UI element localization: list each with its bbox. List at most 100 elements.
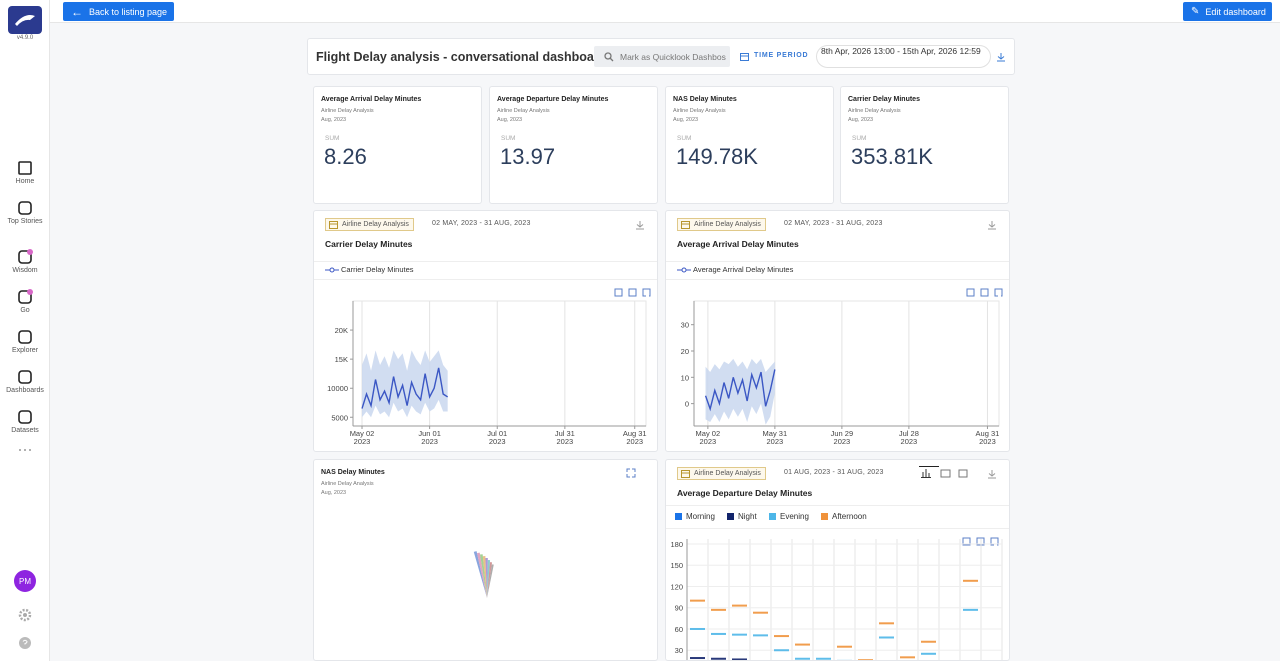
kpi-card: Average Arrival Delay Minutes Airline Del… xyxy=(313,86,482,204)
icon-shape xyxy=(626,468,636,478)
bar-mark xyxy=(879,636,894,639)
icon-shape xyxy=(988,221,996,230)
table-icon xyxy=(329,221,338,229)
bar-mark xyxy=(795,643,810,646)
kpi-card: Average Departure Delay Minutes Airline D… xyxy=(489,86,658,204)
bar-mark xyxy=(837,645,852,648)
x-tick-label: Aug 31 2023 xyxy=(975,429,1000,446)
download-icon[interactable] xyxy=(635,220,645,230)
x-tick-label: Aug 31 2023 xyxy=(622,429,647,446)
expand-icon[interactable] xyxy=(626,468,636,478)
bar-mark xyxy=(795,657,810,660)
tool-icon xyxy=(614,288,623,297)
download-icon[interactable] xyxy=(987,220,997,230)
search-icon xyxy=(604,52,614,62)
chart-title: Average Departure Delay Minutes xyxy=(677,488,813,498)
tool-icon xyxy=(962,537,971,546)
y-tick-label: 10 xyxy=(681,373,689,382)
nav-icon[interactable] xyxy=(17,409,33,425)
nav-label: Dashboards xyxy=(6,387,44,394)
kpi-dataset: Airline Delay Analysis xyxy=(673,108,726,114)
nav-icon[interactable] xyxy=(17,160,33,176)
y-tick-label: 15K xyxy=(335,355,348,364)
icon-shape xyxy=(18,410,32,424)
logo[interactable] xyxy=(8,6,42,34)
back-button[interactable]: ← Back to listing page xyxy=(63,2,174,21)
tool-icon xyxy=(990,537,999,546)
pie-wedge xyxy=(482,556,487,598)
settings-icon[interactable] xyxy=(18,608,32,622)
bar-mark xyxy=(690,599,705,602)
table-icon xyxy=(681,470,690,478)
avatar[interactable]: PM xyxy=(14,570,36,592)
nav-icon[interactable] xyxy=(17,249,33,265)
confidence-band xyxy=(362,350,448,418)
legend-dot xyxy=(329,267,335,273)
badge xyxy=(27,289,33,295)
bar-mark xyxy=(690,657,705,660)
kpi-title: Carrier Delay Minutes xyxy=(848,96,920,103)
bar-mark xyxy=(879,622,894,625)
nav-label: Top Stories xyxy=(7,218,43,225)
date-range: 02 MAY, 2023 - 31 AUG, 2023 xyxy=(784,220,883,227)
pen-icon: ✎ xyxy=(1191,6,1200,17)
nav-icon[interactable] xyxy=(17,329,33,345)
kpi-value: 149.78K xyxy=(676,144,758,169)
kpi-card: NAS Delay Minutes Airline Delay Analysis A… xyxy=(665,86,834,204)
more[interactable] xyxy=(17,447,33,453)
y-tick-label: 120 xyxy=(670,582,683,591)
nav-icon[interactable] xyxy=(17,289,33,305)
x-tick-label: Jun 29 2023 xyxy=(830,429,854,446)
y-tick-label: 5000 xyxy=(331,413,348,422)
chart-card: Airline Delay Analysis 02 MAY, 2023 - 31 … xyxy=(313,210,658,452)
bar-mark xyxy=(921,640,936,643)
chart-period: Aug, 2023 xyxy=(321,490,347,496)
calendar-icon xyxy=(740,53,749,61)
icon-shape xyxy=(18,201,32,215)
bar-mark xyxy=(774,649,789,652)
chart-card: Airline Delay Analysis 01 AUG, 2023 - 31 … xyxy=(665,459,1010,661)
pie-wedge xyxy=(480,554,487,598)
bar-mark xyxy=(963,579,978,582)
y-tick-label: 0 xyxy=(685,400,689,409)
kpi-title: Average Departure Delay Minutes xyxy=(497,96,609,103)
badge xyxy=(27,249,33,255)
table-icon xyxy=(681,221,690,229)
tool-icon xyxy=(980,288,989,297)
table-icon xyxy=(940,469,951,478)
icon-shape xyxy=(18,330,32,344)
legend-rule xyxy=(314,261,657,262)
quicklook-search[interactable]: Mark as Quicklook Dashbos xyxy=(594,46,730,67)
kpi-dataset: Airline Delay Analysis xyxy=(497,108,550,114)
series-line xyxy=(361,367,449,409)
kpi-agg: SUM xyxy=(677,135,692,142)
x-tick-label: May 31 2023 xyxy=(762,429,788,446)
edit-button[interactable]: ✎ Edit dashboard xyxy=(1183,2,1272,21)
tool-icon xyxy=(642,288,651,297)
help-icon[interactable] xyxy=(18,636,32,650)
download-icon[interactable] xyxy=(996,52,1006,62)
chart-tools[interactable] xyxy=(966,288,1006,298)
kpi-value: 353.81K xyxy=(851,144,933,169)
bar-mark xyxy=(816,657,831,660)
chart-tools[interactable] xyxy=(614,288,654,298)
edit-label: Edit dashboard xyxy=(1205,6,1266,17)
nav-icon[interactable] xyxy=(17,369,33,385)
nav-icon[interactable] xyxy=(17,200,33,216)
plot: 30 60 90 120 150 180 xyxy=(670,539,1003,660)
legend-label: Afternoon xyxy=(832,512,867,521)
date-range: 01 AUG, 2023 - 31 AUG, 2023 xyxy=(784,469,884,476)
time-range[interactable]: 8th Apr, 2026 13:00 - 15th Apr, 2026 12:… xyxy=(816,45,991,68)
dataset-tag: Airline Delay Analysis xyxy=(325,218,414,231)
view-icons[interactable] xyxy=(919,466,979,478)
kpi-agg: SUM xyxy=(852,135,867,142)
nav-label: Datasets xyxy=(11,427,39,434)
chart-dataset: Airline Delay Analysis xyxy=(321,481,374,487)
pie-fan xyxy=(473,551,494,598)
x-tick-label: Jul 28 2023 xyxy=(898,429,919,446)
nav-label: Home xyxy=(15,178,35,185)
y-tick-label: 20 xyxy=(681,347,689,356)
bar-mark xyxy=(732,604,747,607)
confidence-band xyxy=(705,358,775,425)
download-icon[interactable] xyxy=(987,469,997,479)
